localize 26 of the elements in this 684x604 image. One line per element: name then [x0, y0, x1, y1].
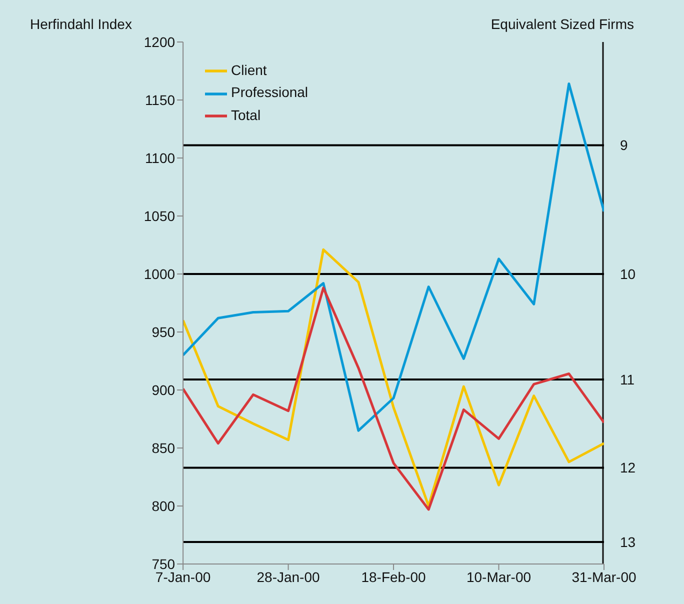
- text: 13: [620, 534, 636, 550]
- line-series: [183, 248, 604, 508]
- x-tick-label: 28-Jan-00: [256, 568, 320, 585]
- text: 11: [620, 372, 635, 388]
- y-tick-label: 800: [152, 498, 176, 514]
- y-tick-label: 1150: [144, 92, 176, 108]
- y-axis-title: Herfindahl Index: [30, 16, 132, 32]
- y-tick-label: 1200: [144, 34, 176, 50]
- legend-label: Client: [231, 62, 267, 78]
- x-tick-label: 18-Feb-00: [361, 568, 426, 585]
- line-series: [183, 286, 604, 511]
- y-tick-label: 1000: [144, 266, 176, 282]
- y-tick-label: 1100: [144, 150, 176, 166]
- line-series: [183, 82, 604, 432]
- legend-label: Professional: [231, 84, 308, 100]
- text: 10: [620, 266, 636, 282]
- y-tick-label: 950: [152, 324, 176, 340]
- text: 9: [620, 137, 628, 154]
- y-tick-label: 850: [152, 440, 176, 456]
- x-tick-label: 10-Mar-00: [466, 568, 532, 585]
- legend-label: Total: [231, 106, 261, 123]
- text: 12: [620, 460, 636, 476]
- y-tick-label: 900: [152, 382, 176, 398]
- y2-axis-title: Equivalent Sized Firms: [490, 16, 634, 32]
- x-tick-label: 31-Mar-00: [572, 568, 636, 585]
- y-tick-label: 1050: [144, 208, 176, 224]
